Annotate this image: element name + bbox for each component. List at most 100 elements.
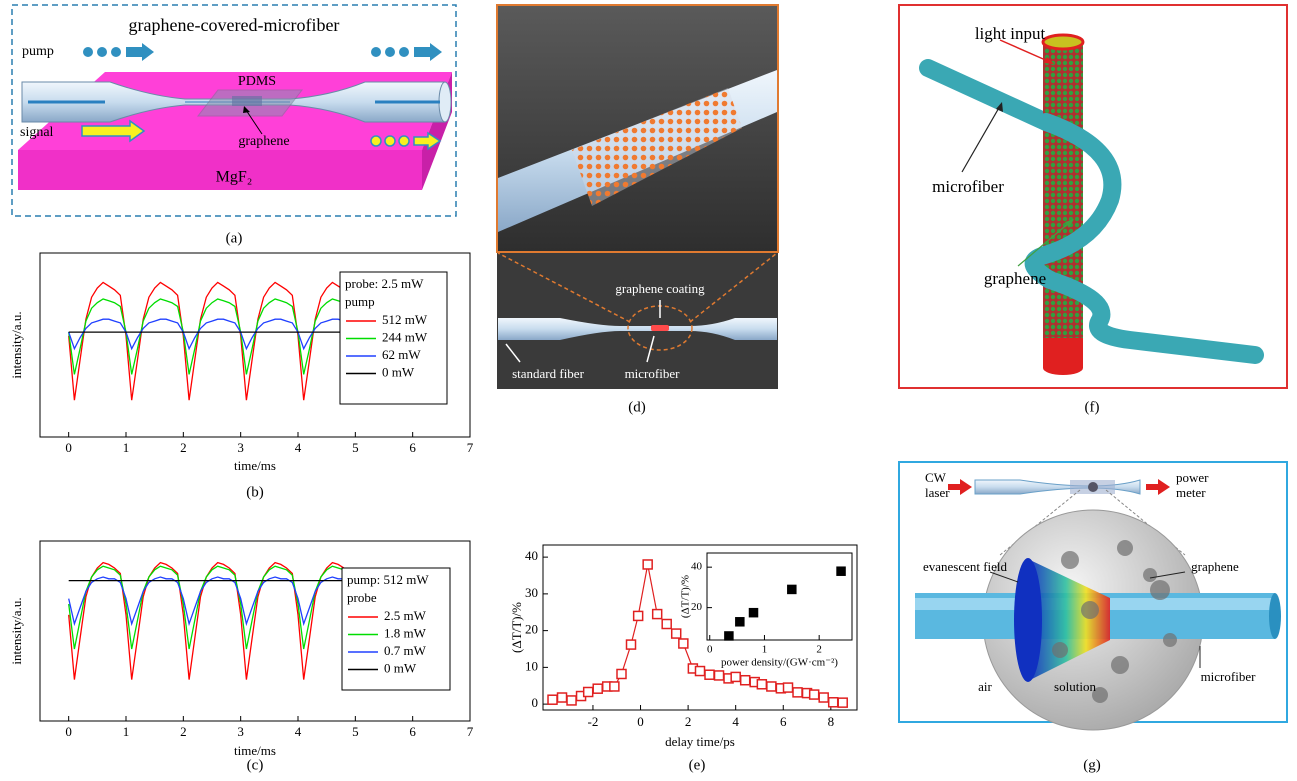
illustration-shape xyxy=(1061,551,1079,569)
x-tick-label: 6 xyxy=(409,724,416,739)
label: light input xyxy=(975,24,1046,43)
label: pump xyxy=(22,44,54,59)
illustration-shape xyxy=(1269,593,1281,639)
x-tick-label: 1 xyxy=(762,644,768,656)
legend-label: 0.7 mW xyxy=(384,643,427,658)
panel-d: graphene coating standard fiber microfib… xyxy=(497,5,778,389)
x-tick-label: 1 xyxy=(123,724,130,739)
x-tick-label: 3 xyxy=(237,724,244,739)
legend-label: 244 mW xyxy=(382,329,428,344)
y-tick-label: 40 xyxy=(525,548,538,563)
label: meter xyxy=(1176,485,1206,500)
data-point xyxy=(736,618,744,626)
label: microfiber xyxy=(625,366,681,381)
data-point xyxy=(634,611,643,620)
illustration-shape xyxy=(1088,482,1098,492)
data-point xyxy=(819,693,828,702)
data-point xyxy=(793,688,802,697)
x-axis-label: time/ms xyxy=(234,743,276,758)
illustration-shape xyxy=(232,96,262,106)
x-tick-label: 3 xyxy=(237,440,244,455)
data-point xyxy=(593,684,602,693)
y-tick-label: 20 xyxy=(691,601,703,613)
y-tick-label: 30 xyxy=(525,585,538,600)
legend-label: 62 mW xyxy=(382,347,421,362)
y-tick-label: 0 xyxy=(532,695,539,710)
x-tick-label: 0 xyxy=(637,714,644,729)
x-tick-label: 2 xyxy=(180,440,187,455)
x-axis-label: power density/(GW·cm⁻²) xyxy=(721,657,838,669)
caption: (g) xyxy=(1083,757,1101,773)
label: air xyxy=(978,679,992,694)
x-tick-label: 2 xyxy=(685,714,692,729)
x-tick-label: 4 xyxy=(732,714,739,729)
legend-title: pump: 512 mW xyxy=(347,572,429,587)
figure: graphene-covered-microfiber pump signal … xyxy=(0,0,1297,776)
x-tick-label: 6 xyxy=(409,440,416,455)
data-point xyxy=(838,698,847,707)
x-tick-label: 2 xyxy=(180,724,187,739)
label: CW xyxy=(925,470,947,485)
legend-label: 512 mW xyxy=(382,312,428,327)
label: graphene xyxy=(1191,559,1239,574)
x-tick-label: 2 xyxy=(816,644,822,656)
y-axis-label: intensity/a.u. xyxy=(9,597,24,664)
x-axis-label: time/ms xyxy=(234,458,276,473)
illustration-shape xyxy=(1043,35,1083,49)
caption: (c) xyxy=(247,757,264,773)
caption: (a) xyxy=(226,230,243,246)
panel-f: light input microfiber graphene xyxy=(899,5,1287,388)
legend-title: pump xyxy=(345,294,375,309)
data-point xyxy=(627,640,636,649)
illustration-shape xyxy=(1111,656,1129,674)
label: graphene coating xyxy=(615,281,705,296)
y-axis-label: (ΔT/T)/% xyxy=(509,602,524,653)
illustration-shape xyxy=(439,82,451,122)
data-point xyxy=(757,680,766,689)
data-point xyxy=(662,620,671,629)
data-point xyxy=(731,672,740,681)
label: graphene xyxy=(984,269,1046,288)
illustration-shape xyxy=(399,47,409,57)
illustration-shape xyxy=(385,47,395,57)
data-point xyxy=(696,667,705,676)
x-tick-label: 0 xyxy=(65,440,72,455)
x-tick-label: 4 xyxy=(295,724,302,739)
legend-label: 2.5 mW xyxy=(384,608,427,623)
illustration-shape xyxy=(1043,361,1083,375)
caption: (d) xyxy=(628,399,646,415)
illustration-shape xyxy=(111,47,121,57)
label: PDMS xyxy=(238,74,276,89)
illustration-shape xyxy=(651,325,669,331)
data-point xyxy=(705,670,714,679)
legend-title: probe xyxy=(347,590,377,605)
label: solution xyxy=(1054,679,1096,694)
illustration-shape xyxy=(1117,540,1133,556)
data-point xyxy=(715,671,724,680)
label: graphene xyxy=(238,134,289,149)
illustration-shape xyxy=(83,47,93,57)
data-point xyxy=(788,585,796,593)
data-point xyxy=(567,696,576,705)
panel-title: graphene-covered-microfiber xyxy=(129,15,340,35)
data-point xyxy=(617,669,626,678)
data-point xyxy=(548,695,557,704)
legend-title: probe: 2.5 mW xyxy=(345,276,424,291)
legend-label: 1.8 mW xyxy=(384,625,427,640)
data-point xyxy=(750,609,758,617)
plot-frame xyxy=(707,553,852,640)
legend-label: 0 mW xyxy=(382,364,415,379)
y-axis-label: (ΔT/T)/% xyxy=(680,575,692,618)
y-axis-label: intensity/a.u. xyxy=(9,311,24,378)
illustration-shape xyxy=(399,136,409,146)
data-point xyxy=(679,639,688,648)
data-point xyxy=(584,687,593,696)
x-tick-label: 5 xyxy=(352,440,359,455)
label: MgF₂ xyxy=(216,169,253,186)
illustration-shape xyxy=(1150,580,1170,600)
data-point xyxy=(610,682,619,691)
illustration-shape xyxy=(1163,633,1177,647)
panel-g: evanescent field graphene air solution m… xyxy=(899,462,1287,730)
x-tick-label: 4 xyxy=(295,440,302,455)
